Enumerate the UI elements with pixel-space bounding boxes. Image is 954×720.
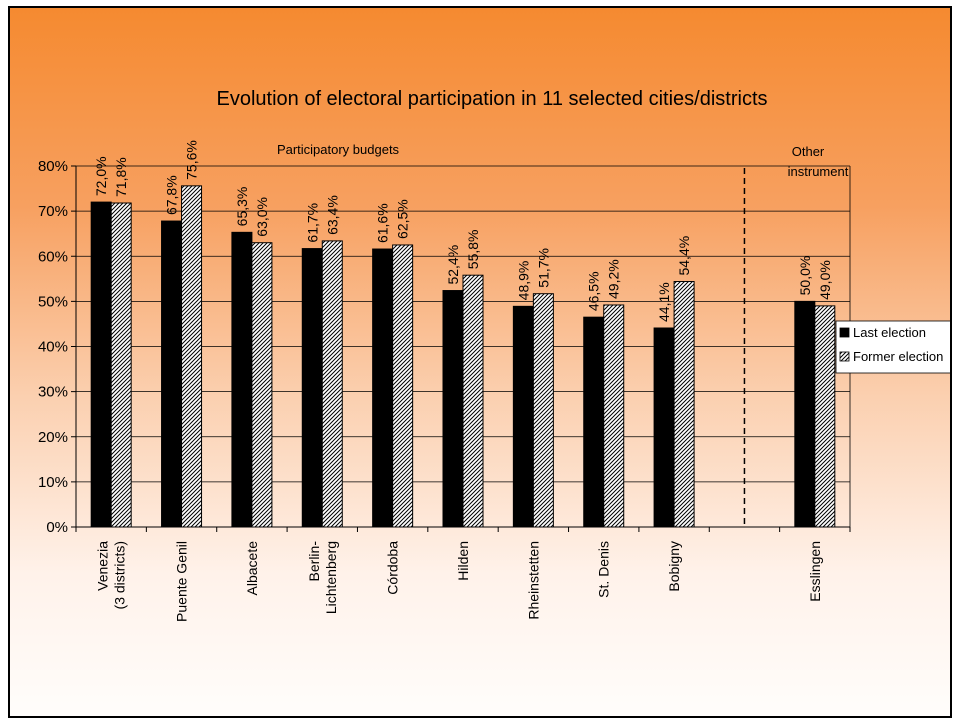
y-tick-label: 70% bbox=[38, 203, 68, 220]
y-tick-label: 0% bbox=[46, 519, 68, 536]
legend-swatch-former bbox=[840, 352, 849, 361]
y-tick-label: 40% bbox=[38, 339, 68, 356]
group-label-instrument: instrument bbox=[788, 164, 849, 179]
data-label-former: 54,4% bbox=[676, 236, 692, 276]
slide-frame: Evolution of electoral participation in … bbox=[8, 6, 952, 718]
x-category-label: Rheinstetten bbox=[525, 541, 541, 620]
data-label-former: 49,0% bbox=[817, 260, 833, 300]
bar-last-election bbox=[232, 232, 252, 527]
data-label-former: 63,4% bbox=[324, 195, 340, 235]
data-label-former: 55,8% bbox=[465, 229, 481, 269]
data-label-former: 75,6% bbox=[184, 140, 200, 180]
bar-former-election bbox=[182, 186, 202, 527]
bar-former-election bbox=[674, 282, 694, 527]
legend-label-last: Last election bbox=[853, 325, 926, 340]
data-label-last: 72,0% bbox=[93, 156, 109, 196]
data-label-former: 62,5% bbox=[395, 199, 411, 239]
y-tick-label: 60% bbox=[38, 248, 68, 265]
data-label-last: 44,1% bbox=[656, 282, 672, 322]
x-category-label: Lichtenberg bbox=[323, 541, 339, 614]
bar-last-election bbox=[91, 202, 111, 527]
bar-former-election bbox=[463, 275, 483, 527]
data-label-last: 50,0% bbox=[797, 256, 813, 296]
data-label-former: 63,0% bbox=[254, 197, 270, 237]
x-category-label: Córdoba bbox=[385, 541, 401, 595]
x-category-label: St. Denis bbox=[596, 541, 612, 598]
y-tick-label: 80% bbox=[38, 158, 68, 175]
bar-former-election bbox=[604, 305, 624, 527]
y-tick-label: 10% bbox=[38, 474, 68, 491]
group-label-participatory: Participatory budgets bbox=[277, 142, 400, 157]
x-category-label: Berlin- bbox=[306, 541, 322, 582]
x-category-label: Esslingen bbox=[807, 541, 823, 602]
y-tick-label: 20% bbox=[38, 429, 68, 446]
bar-last-election bbox=[443, 291, 463, 527]
bar-last-election bbox=[513, 306, 533, 527]
x-category-label: Puente Genil bbox=[174, 541, 190, 622]
legend-label-former: Former election bbox=[853, 349, 943, 364]
data-label-former: 49,2% bbox=[606, 259, 622, 299]
y-tick-label: 50% bbox=[38, 293, 68, 310]
bar-former-election bbox=[252, 243, 272, 527]
x-category-label: Hilden bbox=[455, 541, 471, 581]
group-label-other: Other bbox=[792, 144, 825, 159]
bar-former-election bbox=[533, 294, 553, 527]
bar-former-election bbox=[815, 306, 835, 527]
bar-last-election bbox=[162, 221, 182, 527]
y-tick-label: 30% bbox=[38, 384, 68, 401]
x-category-label: Bobigny bbox=[666, 541, 682, 592]
data-label-former: 71,8% bbox=[113, 157, 129, 197]
bar-last-election bbox=[302, 249, 322, 527]
legend-swatch-last bbox=[840, 328, 849, 337]
chart-title: Evolution of electoral participation in … bbox=[216, 88, 767, 110]
data-label-last: 52,4% bbox=[445, 245, 461, 285]
bar-former-election bbox=[322, 241, 342, 527]
data-label-last: 46,5% bbox=[586, 271, 602, 311]
bar-last-election bbox=[654, 328, 674, 527]
data-label-former: 51,7% bbox=[535, 248, 551, 288]
data-label-last: 61,7% bbox=[304, 203, 320, 243]
x-category-label: (3 districts) bbox=[112, 541, 128, 609]
x-category-label: Albacete bbox=[244, 541, 260, 596]
data-label-last: 67,8% bbox=[164, 175, 180, 215]
bar-former-election bbox=[393, 245, 413, 527]
data-label-last: 48,9% bbox=[515, 261, 531, 301]
x-category-label: Venezia bbox=[95, 541, 111, 591]
data-label-last: 61,6% bbox=[375, 203, 391, 243]
bar-last-election bbox=[373, 249, 393, 527]
bar-last-election bbox=[584, 317, 604, 527]
bar-chart: Evolution of electoral participation in … bbox=[10, 8, 950, 716]
data-label-last: 65,3% bbox=[234, 187, 250, 227]
bar-last-election bbox=[795, 301, 815, 527]
bar-former-election bbox=[111, 203, 131, 527]
